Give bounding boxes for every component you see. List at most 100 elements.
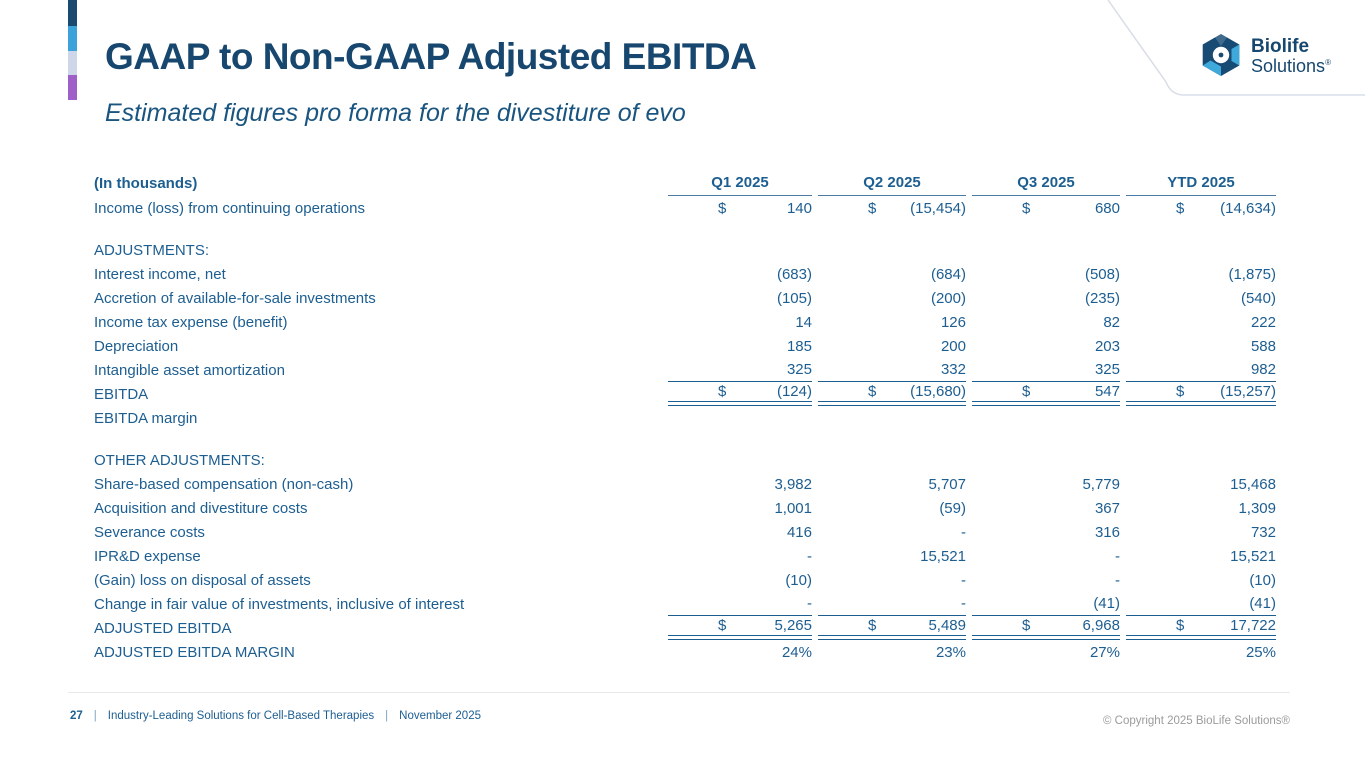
value-text: 5,265 xyxy=(774,617,812,634)
table-row: Acquisition and divestiture costs 1,001 (5… xyxy=(94,496,1276,520)
table-row: Intangible asset amortization 325 332 325 98… xyxy=(94,358,1276,382)
column-header-q2: Q2 2025 xyxy=(818,170,966,196)
cell-value: (41) xyxy=(1126,592,1276,616)
row-label: OTHER ADJUSTMENTS: xyxy=(94,451,265,469)
cell-value: $ (15,680) xyxy=(818,382,966,406)
row-label: Interest income, net xyxy=(94,265,226,283)
table-row: Depreciation 185 200 203 588 xyxy=(94,334,1276,358)
cell-value: (105) xyxy=(776,289,812,307)
table-row: Share-based compensation (non-cash) 3,982… xyxy=(94,472,1276,496)
column-header-q1: Q1 2025 xyxy=(668,170,812,196)
currency-symbol: $ xyxy=(718,617,727,634)
cell-value: 588 xyxy=(1250,337,1276,355)
table-row: ADJUSTMENTS: xyxy=(94,238,1276,262)
row-label: ADJUSTED EBITDA xyxy=(94,619,232,637)
cell-value: $17,722 xyxy=(1126,616,1276,640)
cell-value: 1,309 xyxy=(1238,499,1276,517)
table-row: (Gain) loss on disposal of assets (10) - - (… xyxy=(94,568,1276,592)
value-text: (124) xyxy=(776,383,812,400)
cell-value: 203 xyxy=(1094,337,1120,355)
row-label: ADJUSTED EBITDA MARGIN xyxy=(94,643,295,661)
table-row: OTHER ADJUSTMENTS: xyxy=(94,448,1276,472)
cell-value: (1,875) xyxy=(1228,265,1276,283)
row-label: IPR&D expense xyxy=(94,547,201,565)
cell-value: (10) xyxy=(1249,571,1276,589)
row-label: Severance costs xyxy=(94,523,205,541)
currency-symbol: $ xyxy=(1176,383,1185,400)
cell-value: (684) xyxy=(930,265,966,283)
row-label: (Gain) loss on disposal of assets xyxy=(94,571,311,589)
table-rows: Income (loss) from continuing operations… xyxy=(94,196,1276,664)
cell-value: - xyxy=(1115,547,1120,565)
cell-value: 316 xyxy=(1094,523,1120,541)
footer-left: 27 | Industry-Leading Solutions for Cell… xyxy=(70,710,481,722)
cell-value: (508) xyxy=(1084,265,1120,283)
row-label: EBITDA margin xyxy=(94,409,198,427)
footer-date: November 2025 xyxy=(399,710,481,722)
value-text: (15,454) xyxy=(910,199,966,217)
value-text: 140 xyxy=(786,199,812,217)
cell-value: - xyxy=(807,547,812,565)
cell-value: (41) xyxy=(972,592,1120,616)
table-row: Accretion of available-for-sale investme… xyxy=(94,286,1276,310)
unit-label: (In thousands) xyxy=(94,174,198,192)
cell-value: - xyxy=(818,592,966,616)
cell-value: 222 xyxy=(1250,313,1276,331)
table-row: Interest income, net (683) (684) (508) (1,87… xyxy=(94,262,1276,286)
page-number: 27 xyxy=(70,710,83,722)
row-label: Change in fair value of investments, inc… xyxy=(94,595,465,613)
cell-value: 200 xyxy=(940,337,966,355)
table-row: IPR&D expense - 15,521 - 15,521 xyxy=(94,544,1276,568)
accent-bar xyxy=(68,0,77,100)
value-text: (15,680) xyxy=(910,383,966,400)
company-logo: Biolife Solutions® xyxy=(1200,33,1331,79)
value-text: 17,722 xyxy=(1230,617,1276,634)
footer-divider xyxy=(68,692,1290,693)
accent-bar-segment xyxy=(68,0,77,26)
cell-value: $ (14,634) xyxy=(1126,196,1276,220)
table-row: Income tax expense (benefit) 14 126 82 222 xyxy=(94,310,1276,334)
cell-value: - xyxy=(668,592,812,616)
value-text: (15,257) xyxy=(1220,383,1276,400)
value-text: 5,489 xyxy=(928,617,966,634)
value-text: 6,968 xyxy=(1082,617,1120,634)
value-text: 680 xyxy=(1094,199,1120,217)
row-label: EBITDA xyxy=(94,385,149,403)
cell-value: (683) xyxy=(776,265,812,283)
cell-value: 15,521 xyxy=(920,547,966,565)
row-label: Depreciation xyxy=(94,337,179,355)
biolife-hexagon-icon xyxy=(1202,34,1240,76)
value-text: 547 xyxy=(1094,383,1120,400)
cell-value: 732 xyxy=(1250,523,1276,541)
cell-value: 82 xyxy=(1103,313,1120,331)
page-subtitle: Estimated figures pro forma for the dive… xyxy=(105,99,686,127)
cell-value: 325 xyxy=(668,358,812,382)
column-header-ytd: YTD 2025 xyxy=(1126,170,1276,196)
logo-line2: Solutions® xyxy=(1251,55,1331,76)
currency-symbol: $ xyxy=(718,383,727,400)
table-row: Income (loss) from continuing operations… xyxy=(94,196,1276,220)
page-title: GAAP to Non-GAAP Adjusted EBITDA xyxy=(105,36,757,77)
accent-bar-segment xyxy=(68,51,77,75)
currency-symbol: $ xyxy=(868,617,877,634)
footer-tagline: Industry-Leading Solutions for Cell-Base… xyxy=(107,710,375,722)
cell-value: $140 xyxy=(668,196,812,220)
footer-separator: | xyxy=(93,710,97,722)
currency-symbol: $ xyxy=(868,383,877,400)
cell-value: (59) xyxy=(939,499,966,517)
column-header-q3: Q3 2025 xyxy=(972,170,1120,196)
gaap-reconciliation-table: (In thousands) Q1 2025 Q2 2025 Q3 2025 Y… xyxy=(94,170,1276,664)
cell-value: (200) xyxy=(930,289,966,307)
row-label: Income (loss) from continuing operations xyxy=(94,199,365,217)
cell-value: (235) xyxy=(1084,289,1120,307)
table-row: ADJUSTED EBITDA MARGIN 24% 23% 27% 25% xyxy=(94,640,1276,664)
logo-text: Biolife Solutions® xyxy=(1251,37,1331,75)
cell-value: 3,982 xyxy=(774,475,812,493)
cell-value: 325 xyxy=(972,358,1120,382)
table-row: EBITDA $ (124) $ (15,680) $547 $ (15,257) xyxy=(94,382,1276,406)
currency-symbol: $ xyxy=(1022,199,1031,217)
currency-symbol: $ xyxy=(1022,617,1031,634)
cell-value: $ (124) xyxy=(668,382,812,406)
currency-symbol: $ xyxy=(1022,383,1031,400)
